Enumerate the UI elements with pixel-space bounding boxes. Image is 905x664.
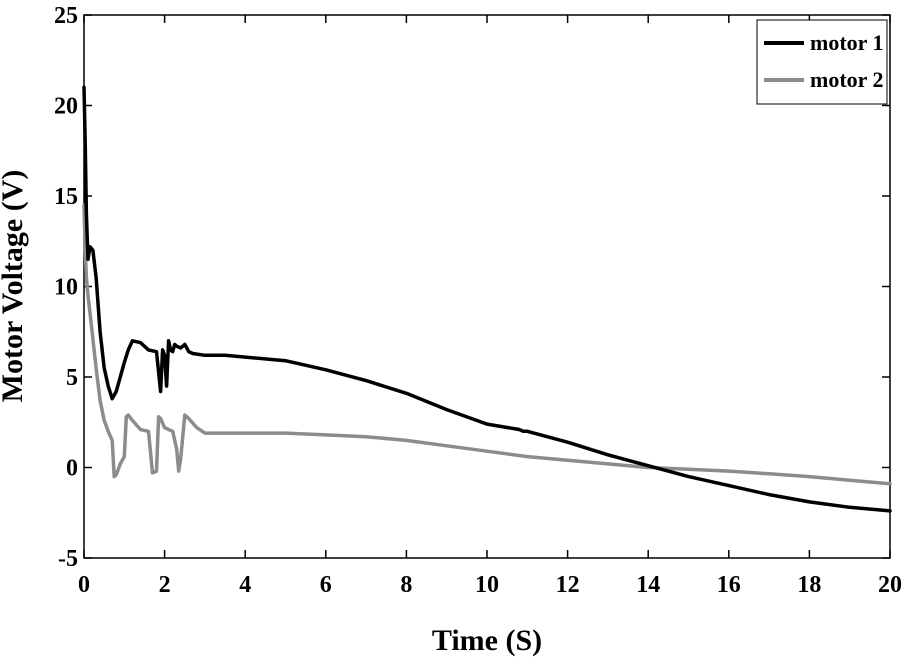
y-tick-label: 15 bbox=[54, 184, 78, 210]
y-axis-ticks: -5 0 5 10 15 20 25 bbox=[54, 3, 890, 572]
y-tick-label: 20 bbox=[54, 94, 78, 120]
x-tick-label: 6 bbox=[320, 572, 332, 598]
y-tick-label: 5 bbox=[66, 365, 78, 391]
x-tick-label: 4 bbox=[239, 572, 251, 598]
legend-label-motor-1: motor 1 bbox=[810, 30, 884, 55]
y-tick-label: 10 bbox=[54, 275, 78, 301]
y-axis-title: Motor Voltage (V) bbox=[0, 170, 29, 403]
x-tick-label: 8 bbox=[400, 572, 412, 598]
series-layer bbox=[82, 85, 892, 513]
legend: motor 1 motor 2 bbox=[756, 19, 888, 105]
x-tick-label: 20 bbox=[878, 572, 902, 598]
x-tick-label: 16 bbox=[717, 572, 741, 598]
x-tick-label: 0 bbox=[78, 572, 90, 598]
x-axis-ticks: 0 2 4 6 8 10 12 14 16 18 20 bbox=[78, 15, 902, 598]
x-axis-title: Time (S) bbox=[432, 624, 542, 657]
series-line-motor-2 bbox=[82, 203, 892, 486]
x-tick-label: 12 bbox=[556, 572, 580, 598]
x-tick-label: 10 bbox=[475, 572, 499, 598]
y-tick-label: 0 bbox=[66, 456, 78, 482]
x-tick-label: 18 bbox=[797, 572, 821, 598]
x-tick-label: 2 bbox=[159, 572, 171, 598]
y-tick-label: -5 bbox=[58, 546, 78, 572]
y-tick-label: 25 bbox=[54, 3, 78, 29]
series-line-motor-1 bbox=[82, 85, 892, 513]
legend-box bbox=[756, 19, 888, 105]
legend-label-motor-2: motor 2 bbox=[810, 67, 884, 92]
plot-area bbox=[83, 14, 891, 559]
x-tick-label: 14 bbox=[636, 572, 660, 598]
